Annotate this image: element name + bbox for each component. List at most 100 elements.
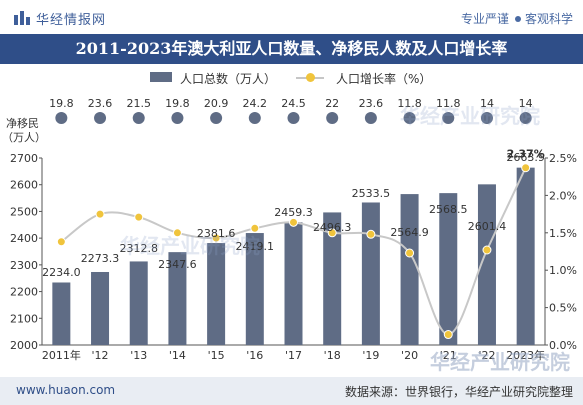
x-tick-label: '14: [169, 349, 186, 362]
legend: 人口总数（万人） 人口增长率（%）: [0, 70, 583, 86]
bubble-value-label: 11.8: [397, 97, 422, 110]
title-bar: 2011-2023年澳大利亚人口数量、净移民人数及人口增长率: [0, 34, 583, 64]
growth-rate-marker: [56, 237, 66, 247]
x-tick-label: '20: [401, 349, 418, 362]
x-tick-label: 2011年: [42, 348, 81, 362]
bubble-marker: [55, 112, 68, 124]
bubble-value-label: 24.5: [281, 97, 306, 110]
y-left-tick-label: 2500: [10, 205, 38, 218]
y-right-tick-label: 2.0%: [549, 189, 577, 202]
brand-name: 华经情报网: [36, 13, 107, 28]
legend-line-marker: [306, 73, 315, 82]
chart-title: 2011-2023年澳大利亚人口数量、净移民人数及人口增长率: [75, 39, 508, 58]
population-value-label: 2601.4: [468, 220, 507, 233]
bubble-marker: [519, 112, 532, 124]
bubble-marker: [248, 112, 261, 124]
y-left-tick-label: 2100: [10, 312, 38, 325]
population-value-label: 2459.3: [274, 206, 313, 219]
x-tick-label: '19: [362, 349, 379, 362]
bubble-row-unit: （万人）: [2, 131, 46, 144]
population-bar: [168, 252, 187, 345]
y-right-tick-label: 1.0%: [549, 264, 577, 277]
population-bar: [439, 193, 458, 345]
population-bar: [91, 271, 110, 345]
bubble-marker: [210, 112, 223, 124]
population-value-label: 2663.9: [506, 151, 545, 164]
population-bar: [361, 202, 380, 345]
bubble-value-label: 14: [480, 97, 494, 110]
growth-rate-marker: [482, 245, 492, 255]
y-left-tick-label: 2600: [10, 179, 38, 192]
bubble-marker: [132, 112, 145, 124]
bubble-row-label: 净移民: [6, 116, 39, 130]
x-tick-label: '22: [478, 349, 495, 362]
population-value-label: 2234.0: [42, 266, 81, 279]
growth-rate-marker: [366, 229, 376, 239]
logo-icon: [14, 11, 30, 25]
growth-rate-marker: [134, 212, 144, 222]
growth-rate-marker: [405, 248, 415, 258]
y-left-tick-label: 2000: [10, 339, 38, 352]
x-tick-label: '13: [130, 349, 147, 362]
growth-rate-marker: [95, 209, 105, 219]
slogan-part-2: 客观科学: [524, 12, 573, 26]
watermark-3: 华经产业研究院: [430, 350, 570, 374]
bubble-value-label: 22: [325, 97, 339, 110]
population-value-label: 2533.5: [352, 187, 391, 200]
bubble-value-label: 23.6: [88, 97, 113, 110]
population-bar: [129, 261, 148, 345]
population-bar: [323, 212, 342, 345]
bubble-value-label: 19.8: [49, 97, 74, 110]
y-left-tick-label: 2700: [10, 152, 38, 165]
population-bar: [245, 233, 264, 345]
slogan: 专业严谨 客观科学: [461, 10, 573, 27]
x-tick-label: '15: [208, 349, 225, 362]
x-tick-label: '21: [440, 349, 457, 362]
slogan-part-1: 专业严谨: [460, 12, 509, 26]
growth-rate-marker: [289, 217, 298, 227]
growth-rate-label: 2.37%: [507, 148, 545, 161]
bubble-marker: [480, 112, 493, 124]
top-bar: 华经情报网 专业严谨 客观科学: [0, 0, 583, 34]
y-right-tick-label: 0.0%: [549, 339, 577, 352]
population-value-label: 2419.1: [236, 240, 275, 253]
legend-bar-label: 人口总数（万人）: [180, 72, 277, 86]
population-bar: [207, 243, 226, 345]
growth-rate-marker: [521, 163, 531, 173]
x-tick-label: '12: [92, 349, 109, 362]
chart-area: 19.8 23.6 21.5 19.8 20.9 24.2 24.5 22 23.6 11.8 11…: [2, 97, 577, 362]
growth-rate-marker: [250, 223, 260, 233]
bubble-marker: [442, 112, 455, 124]
growth-rate-marker: [211, 233, 221, 243]
y-left-tick-label: 2300: [10, 259, 38, 272]
population-value-label: 2564.9: [390, 226, 429, 239]
bubble-value-label: 21.5: [126, 97, 151, 110]
legend-line-label: 人口增长率（%）: [336, 72, 432, 86]
footer-bar: www.huaon.com 数据来源：世界银行，华经产业研究院整理: [0, 377, 583, 405]
population-value-label: 2568.5: [429, 203, 468, 216]
bubble-value-label: 24.2: [243, 97, 268, 110]
population-bar: [284, 222, 303, 345]
population-bar: [477, 184, 496, 345]
population-value-label: 2312.8: [119, 242, 158, 255]
population-value-label: 2347.6: [158, 258, 197, 271]
y-right-tick-label: 2.5%: [549, 152, 577, 165]
x-tick-label: 2023年: [506, 348, 545, 362]
bubble-marker: [171, 112, 184, 124]
data-source: 数据来源：世界银行，华经产业研究院整理: [344, 385, 573, 399]
y-right-tick-label: 1.5%: [549, 227, 577, 240]
population-bar: [52, 282, 71, 345]
population-value-label: 2496.3: [313, 221, 352, 234]
separator-dot-icon: [514, 16, 521, 22]
y-left-tick-label: 2200: [10, 286, 38, 299]
y-left-tick-label: 2400: [10, 232, 38, 245]
x-tick-label: '18: [324, 349, 341, 362]
bubble-marker: [364, 112, 377, 124]
population-bar: [516, 167, 535, 345]
x-tick-label: '16: [246, 349, 263, 362]
bubble-value-label: 11.8: [436, 97, 461, 110]
bubble-value-label: 20.9: [204, 97, 229, 110]
x-tick-label: '17: [285, 349, 302, 362]
legend-bar-swatch: [150, 72, 172, 82]
population-bar: [400, 194, 419, 345]
